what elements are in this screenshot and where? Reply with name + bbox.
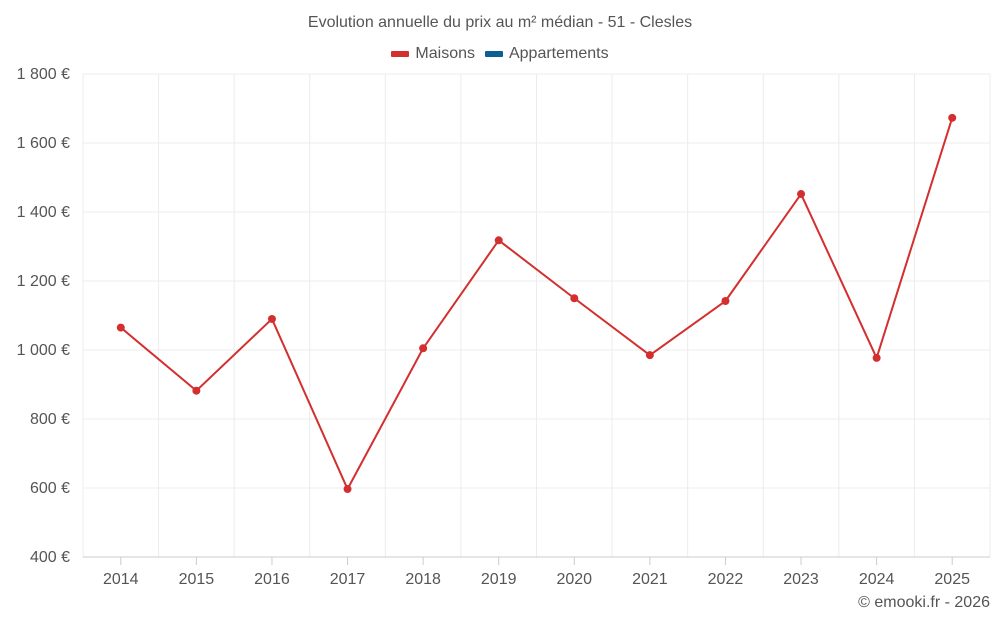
x-tick-label: 2017 bbox=[330, 571, 366, 588]
y-tick-label: 800 € bbox=[30, 411, 70, 428]
credit-text: © emooki.fr - 2026 bbox=[858, 594, 990, 611]
series-line-maisons bbox=[120, 117, 954, 491]
data-point bbox=[343, 485, 352, 494]
x-tick-label: 2021 bbox=[632, 571, 668, 588]
x-tick-label: 2022 bbox=[708, 571, 744, 588]
x-tick-label: 2016 bbox=[254, 571, 290, 588]
data-point bbox=[872, 353, 881, 362]
x-tick-label: 2024 bbox=[859, 571, 895, 588]
legend-item-maisons[interactable]: Maisons bbox=[391, 45, 475, 63]
legend-label-maisons: Maisons bbox=[415, 45, 475, 62]
y-tick-label: 1 400 € bbox=[17, 204, 70, 221]
legend-label-appartements: Appartements bbox=[508, 45, 609, 62]
data-point bbox=[419, 344, 428, 353]
y-tick-label: 1 000 € bbox=[17, 342, 70, 359]
legend-swatch-appartements bbox=[484, 51, 503, 57]
legend: Maisons Appartements bbox=[0, 45, 1000, 63]
y-tick-label: 400 € bbox=[30, 549, 70, 566]
x-tick-label: 2023 bbox=[783, 571, 819, 588]
legend-item-appartements[interactable]: Appartements bbox=[484, 45, 609, 63]
data-point bbox=[494, 236, 503, 245]
x-tick-label: 2019 bbox=[481, 571, 517, 588]
x-tick-label: 2020 bbox=[556, 571, 592, 588]
x-tick-label: 2018 bbox=[405, 571, 441, 588]
data-point bbox=[116, 323, 125, 332]
data-point bbox=[267, 314, 276, 323]
data-point bbox=[797, 190, 806, 199]
data-point bbox=[570, 294, 579, 303]
x-tick-label: 2015 bbox=[179, 571, 215, 588]
x-tick-label: 2014 bbox=[103, 571, 139, 588]
legend-swatch-maisons bbox=[391, 51, 410, 57]
data-point bbox=[721, 297, 730, 306]
data-point bbox=[948, 113, 957, 122]
data-point bbox=[645, 351, 654, 360]
y-tick-label: 600 € bbox=[30, 480, 70, 497]
y-tick-label: 1 600 € bbox=[17, 135, 70, 152]
data-point bbox=[192, 386, 201, 395]
x-tick-label: 2025 bbox=[934, 571, 970, 588]
chart-title: Evolution annuelle du prix au m² médian … bbox=[307, 14, 693, 31]
y-tick-label: 1 200 € bbox=[17, 273, 70, 290]
y-tick-label: 1 800 € bbox=[17, 66, 70, 83]
